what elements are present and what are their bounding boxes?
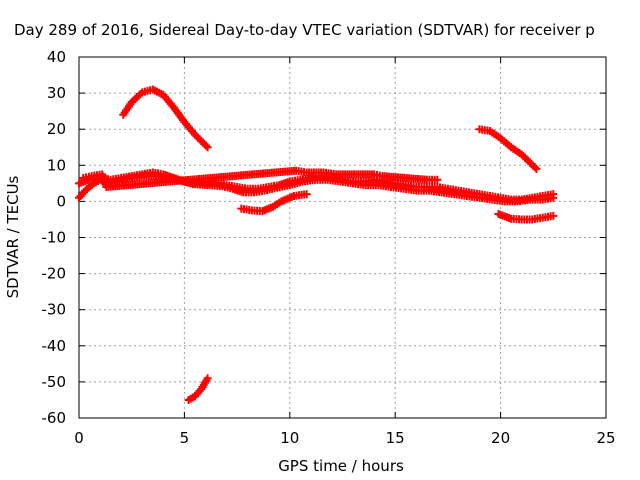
x-tick-label: 25: [596, 429, 615, 447]
data-point: [532, 164, 541, 173]
y-tick-label: -10: [42, 229, 67, 247]
data-point: [549, 211, 558, 220]
x-tick-label: 20: [491, 429, 510, 447]
series-arc-1: [119, 85, 212, 152]
y-tick-label: 0: [56, 192, 66, 210]
data-point: [202, 141, 211, 150]
y-tick-label: -20: [42, 265, 67, 283]
axis-ticks: [78, 56, 607, 419]
x-tick-labels: 0 5 10 15 20 25: [74, 429, 615, 447]
grid: [79, 57, 606, 418]
plot-frame: [78, 56, 607, 419]
data-point: [302, 190, 311, 199]
y-tick-labels: -60 -50 -40 -30 -20 -10 0 10 20 30 40: [42, 48, 67, 427]
y-tick-label: -50: [42, 373, 67, 391]
series-arc-5: [494, 210, 558, 224]
y-tick-label: 20: [47, 120, 66, 138]
y-tick-label: 30: [47, 84, 66, 102]
x-tick-label: 10: [280, 429, 299, 447]
x-tick-label: 15: [386, 429, 405, 447]
y-tick-label: -60: [42, 409, 67, 427]
y-tick-label: 10: [47, 156, 66, 174]
data-marks: [75, 85, 558, 404]
series-arc-2: [184, 374, 212, 404]
data-point: [203, 374, 212, 383]
y-tick-label: -40: [42, 337, 67, 355]
chart-title: Day 289 of 2016, Sidereal Day-to-day VTE…: [14, 21, 595, 39]
series-band-extra: [79, 166, 442, 191]
y-tick-label: 40: [47, 48, 66, 66]
data-point: [433, 175, 442, 184]
y-axis-label: SDTVAR / TECUs: [4, 175, 22, 298]
x-axis-label: GPS time / hours: [278, 457, 404, 475]
series-arc-3: [475, 125, 541, 173]
x-tick-label: 5: [180, 429, 190, 447]
data-point: [203, 143, 212, 152]
series-arc-4: [237, 190, 311, 216]
data-point: [549, 193, 558, 202]
data-point: [530, 163, 539, 172]
y-tick-label: -30: [42, 301, 67, 319]
x-tick-label: 0: [74, 429, 84, 447]
